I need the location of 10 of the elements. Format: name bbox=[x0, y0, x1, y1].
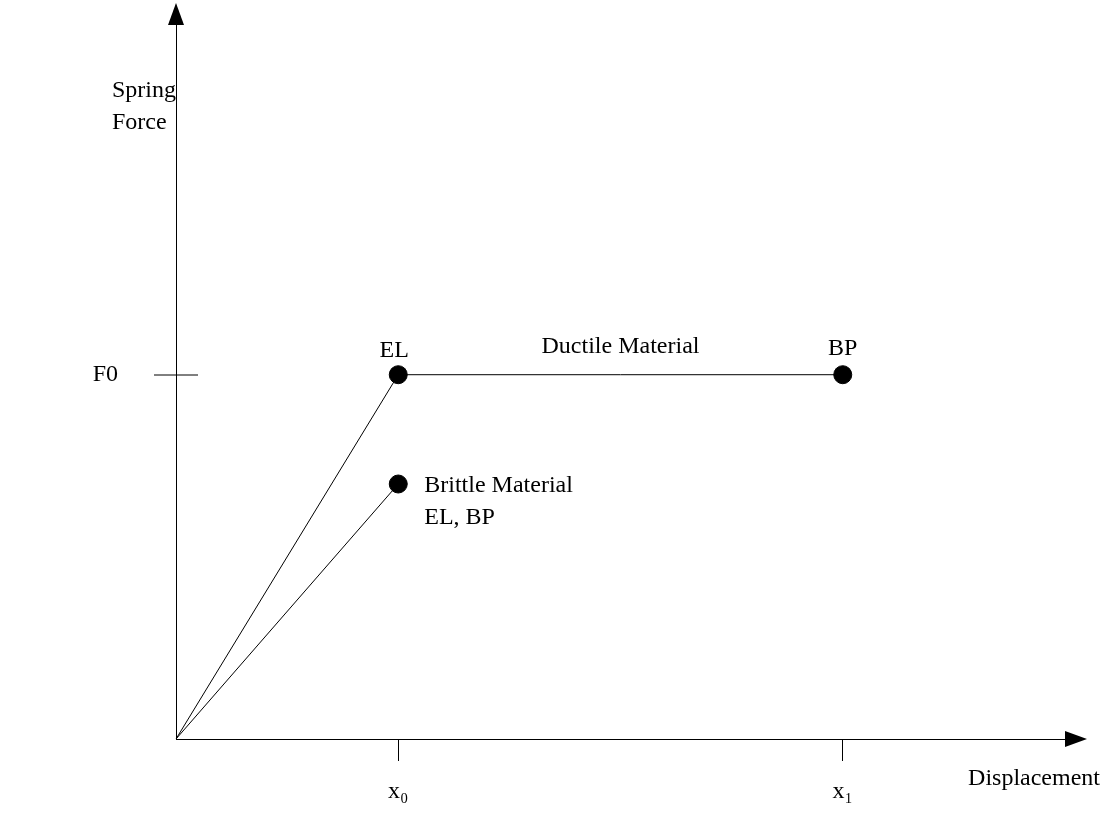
annotation: EL bbox=[379, 335, 409, 362]
x-axis-title: Displacement bbox=[968, 764, 1101, 790]
text: Spring Force bbox=[112, 76, 177, 134]
x-tick-label: x₁ bbox=[832, 776, 853, 803]
text: Ductile Material bbox=[541, 331, 700, 358]
annotation: EL, BP bbox=[424, 503, 495, 529]
annotation: Brittle Material bbox=[424, 471, 574, 497]
x-tick-label: x₀ bbox=[388, 776, 409, 803]
annotation: BP bbox=[828, 333, 858, 360]
text: F0 bbox=[92, 360, 118, 387]
